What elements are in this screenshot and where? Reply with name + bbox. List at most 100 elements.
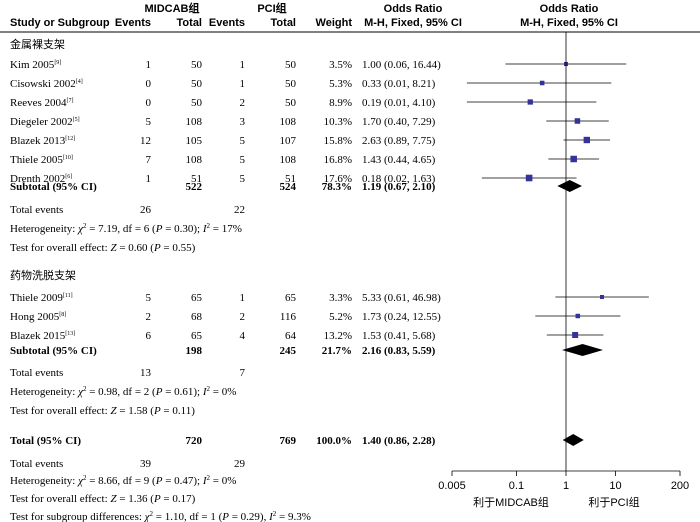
heterogeneity-2-rest: = 0.98, df = 2 ( xyxy=(86,386,156,398)
study-name: Reeves 2004[7] xyxy=(10,97,74,109)
subtotal-2-ci: 2.16 (0.83, 5.59) xyxy=(362,345,436,357)
header-total1: Total xyxy=(177,17,202,29)
or-square xyxy=(525,174,533,182)
study-events2: 4 xyxy=(240,330,246,342)
overall-effect-2-z: Z xyxy=(110,405,117,417)
heterogeneity-1-chi: χ xyxy=(77,223,84,235)
heterogeneity-2-sq: 2 xyxy=(83,385,87,393)
study-ci: 2.63 (0.89, 7.75) xyxy=(362,135,436,147)
or-square xyxy=(600,295,605,299)
x-tick-label: 200 xyxy=(671,480,689,492)
subgroup-differences-pval: = 0.29), xyxy=(229,511,269,522)
heterogeneity-1-sq: 2 xyxy=(83,222,87,230)
study-ci: 5.33 (0.61, 46.98) xyxy=(362,292,441,304)
or-square xyxy=(527,99,533,105)
header-study: Study or Subgroup xyxy=(10,17,110,29)
study-name: Drenth 2002[6] xyxy=(10,173,72,185)
subtotal-1-label: Subtotal (95% CI) xyxy=(10,181,97,193)
heterogeneity-2-prefix: Heterogeneity: xyxy=(10,386,78,398)
study-events2: 5 xyxy=(240,154,246,166)
study-events1: 1 xyxy=(146,59,152,71)
total-ci: 1.40 (0.86, 2.28) xyxy=(362,435,436,447)
study-total1: 105 xyxy=(186,135,203,147)
study-name: Kim 2005[9] xyxy=(10,59,61,71)
study-name: Cisowski 2002[4] xyxy=(10,78,83,90)
header-method-left: M-H, Fixed, 95% CI xyxy=(364,17,462,29)
study-weight: 5.2% xyxy=(329,311,352,323)
overall-effect-total-pval: = 0.17) xyxy=(161,493,196,505)
study-total1: 108 xyxy=(186,154,203,166)
subtotal-2-weight: 21.7% xyxy=(322,345,352,357)
overall-effect-1: Test for overall effect: Z = 0.60 (P = 0… xyxy=(10,242,196,254)
study-weight: 13.2% xyxy=(324,330,352,342)
or-square xyxy=(570,155,577,163)
header-weight: Weight xyxy=(316,17,353,29)
study-events2: 2 xyxy=(240,97,246,109)
study-total2: 50 xyxy=(285,97,297,109)
study-weight: 15.8% xyxy=(324,135,352,147)
study-events1: 5 xyxy=(146,292,152,304)
study-ref: [11] xyxy=(63,293,73,299)
study-total2: 116 xyxy=(280,311,297,323)
study-name: Thiele 2009[11] xyxy=(10,292,73,304)
study-total2: 65 xyxy=(285,292,297,304)
heterogeneity-total: Heterogeneity: χ2 = 8.66, df = 9 (P = 0.… xyxy=(10,474,236,487)
events-label: Total events xyxy=(10,204,63,216)
study-ci: 1.00 (0.06, 16.44) xyxy=(362,59,441,71)
events-label: Total events xyxy=(10,367,63,379)
heterogeneity-total-chi: χ xyxy=(77,475,84,487)
or-square xyxy=(572,332,579,338)
events-1: 13 xyxy=(140,367,152,379)
or-square xyxy=(574,118,581,124)
heterogeneity-2: Heterogeneity: χ2 = 0.98, df = 2 (P = 0.… xyxy=(10,385,236,398)
study-weight: 16.8% xyxy=(324,154,352,166)
header-group2: PCI组 xyxy=(257,1,286,15)
study-ref: [9] xyxy=(54,60,61,66)
study-total1: 50 xyxy=(191,97,203,109)
study-total2: 108 xyxy=(280,116,297,128)
subtotal-1-total1: 522 xyxy=(186,181,203,193)
study-events2: 5 xyxy=(240,173,246,185)
subtotal-1-weight: 78.3% xyxy=(322,181,352,193)
study-total1: 68 xyxy=(191,311,203,323)
heterogeneity-total-rest: = 8.66, df = 9 ( xyxy=(86,475,156,487)
study-total1: 50 xyxy=(191,78,203,90)
heterogeneity-2-ival: = 0% xyxy=(210,386,236,398)
study-events1: 12 xyxy=(140,135,151,147)
or-square xyxy=(575,313,581,319)
overall-effect-1-prefix: Test for overall effect: xyxy=(10,242,110,254)
overall-effect-2-pval: = 0.11) xyxy=(161,405,196,417)
heterogeneity-1-prefix: Heterogeneity: xyxy=(10,223,78,235)
heterogeneity-total-i: I xyxy=(202,475,208,487)
overall-effect-total: Test for overall effect: Z = 1.36 (P = 0… xyxy=(10,493,196,505)
study-total1: 51 xyxy=(191,173,202,185)
study-weight: 3.3% xyxy=(329,292,352,304)
heterogeneity-1-pval: = 0.30); xyxy=(162,223,202,235)
study-events1: 0 xyxy=(146,97,152,109)
heterogeneity-total-isq: 2 xyxy=(207,474,211,482)
subgroup-differences-sq: 2 xyxy=(150,510,154,518)
study-total2: 50 xyxy=(285,78,297,90)
heterogeneity-1-p: P xyxy=(155,223,163,235)
x-tick-label: 10 xyxy=(609,480,621,492)
heterogeneity-total-sq: 2 xyxy=(83,474,87,482)
x-tick-label: 1 xyxy=(563,480,569,492)
heterogeneity-2-p: P xyxy=(155,386,163,398)
study-ref: [5] xyxy=(73,117,80,123)
study-weight: 3.5% xyxy=(329,59,352,71)
overall-effect-2-zval: = 1.58 ( xyxy=(117,405,155,417)
header-group1: MIDCAB组 xyxy=(145,1,200,15)
x-tick-label: 0.005 xyxy=(438,480,466,492)
subgroup-title: 药物洗脱支架 xyxy=(10,268,76,282)
study-ci: 0.19 (0.01, 4.10) xyxy=(362,97,436,109)
study-ref: [6] xyxy=(65,174,72,180)
study-events1: 5 xyxy=(146,116,152,128)
study-total1: 108 xyxy=(186,116,203,128)
subgroup-differences-prefix: Test for subgroup differences: xyxy=(10,511,145,522)
study-total2: 108 xyxy=(280,154,297,166)
subtotal-2-diamond xyxy=(561,344,604,356)
study-ref: [12] xyxy=(65,136,75,142)
x-tick-label: 0.1 xyxy=(509,480,524,492)
subgroup-title: 金属裸支架 xyxy=(10,37,65,51)
